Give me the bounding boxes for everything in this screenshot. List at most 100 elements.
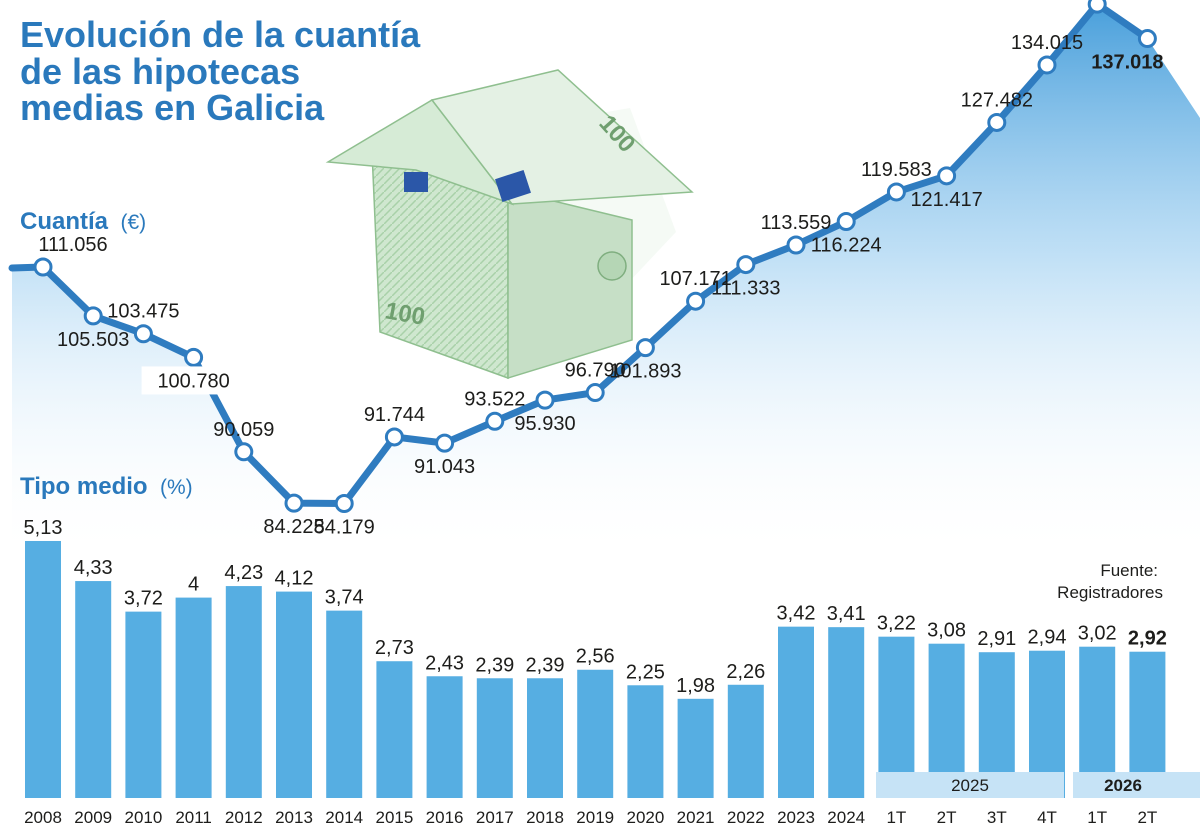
bar (426, 676, 463, 798)
data-point (585, 383, 605, 403)
bar (326, 610, 363, 798)
x-tick-label: 2023 (777, 808, 815, 827)
x-tick-label: 2017 (476, 808, 514, 827)
data-label: 116.224 (811, 235, 882, 257)
data-point (635, 338, 655, 358)
line-chart-unit: (€) (120, 211, 146, 234)
bar (276, 591, 312, 798)
bar (476, 678, 513, 798)
line-chart-title: Cuantía (20, 208, 109, 235)
data-label: 113.559 (761, 212, 832, 234)
data-label: 119.583 (861, 159, 932, 181)
chart-title-line-3: medias en Galicia (20, 87, 325, 128)
bar-value-label: 5,13 (24, 517, 63, 539)
x-tick-label: 4T (1037, 808, 1057, 827)
bar-value-label: 2,39 (526, 654, 565, 676)
x-tick-label: 2016 (426, 808, 464, 827)
data-label: 137.018 (1091, 52, 1163, 74)
data-label: 103.475 (107, 301, 179, 323)
data-point (133, 324, 153, 344)
data-label: 111.056 (38, 234, 107, 256)
bar-value-label: 2,73 (375, 637, 414, 659)
x-tick-label: 2014 (325, 808, 363, 827)
x-tick-label: 3T (987, 808, 1007, 827)
bar (828, 627, 865, 798)
bar-value-label: 3,74 (325, 587, 364, 609)
bar-value-label: 3,41 (827, 603, 866, 625)
data-point (284, 493, 304, 513)
bar-value-label: 3,22 (877, 613, 916, 635)
data-point (33, 257, 53, 277)
data-point (686, 291, 706, 311)
data-label: 121.417 (910, 189, 982, 211)
euro-banknote-house-illustration: 100 100 (325, 69, 694, 380)
x-tick-label: 2024 (827, 808, 865, 827)
source-name: Registradores (1057, 583, 1163, 602)
x-tick-label: 2009 (74, 808, 112, 827)
data-point (937, 166, 957, 186)
x-tick-label: 1T (1087, 808, 1107, 827)
bar-value-label: 1,98 (676, 675, 715, 697)
data-point (234, 442, 254, 462)
year-group-band-2025 (876, 772, 1064, 798)
bar-value-label: 2,39 (475, 654, 514, 676)
bar-value-label: 2,92 (1128, 628, 1167, 650)
bar (125, 611, 162, 798)
data-point (987, 112, 1007, 132)
data-point (836, 212, 856, 232)
chart-title-line-1: Evolución de la cuantía (20, 14, 421, 55)
x-tick-label: 2008 (24, 808, 62, 827)
x-tick-label: 2010 (124, 808, 162, 827)
data-label: 105.503 (57, 329, 129, 351)
line-section-title-group: Cuantía (€) (20, 208, 146, 235)
bar (25, 540, 61, 798)
x-tick-label: 2013 (275, 808, 313, 827)
bar (527, 678, 563, 798)
data-label: 95.930 (514, 413, 575, 435)
data-point (184, 347, 204, 367)
data-label-bg (141, 366, 246, 395)
x-tick-label: 2022 (727, 808, 765, 827)
x-tick-label: 2015 (375, 808, 413, 827)
bar-value-label: 2,25 (626, 661, 665, 683)
data-label: 91.043 (414, 456, 475, 478)
data-point (1137, 29, 1157, 49)
data-point (535, 390, 555, 410)
data-label: 96.790 (565, 360, 626, 382)
bar (75, 581, 112, 798)
bar (577, 669, 614, 798)
bar-value-label: 2,43 (425, 652, 464, 674)
year-group-band-2026 (1073, 772, 1200, 798)
data-point (1037, 55, 1057, 75)
data-point (334, 494, 354, 514)
line-chart: 111.056 105.503 103.475 100.780 90.059 84.225… (8, 0, 1164, 539)
data-label: 111.333 (711, 278, 780, 300)
bar-value-label: 2,56 (576, 646, 615, 668)
bar-value-label: 3,08 (927, 620, 966, 642)
bar (627, 685, 664, 798)
bar-value-label: 4,33 (74, 557, 113, 579)
bar-value-label: 2,26 (726, 661, 765, 683)
data-point (83, 306, 103, 326)
bar-value-label: 3,02 (1078, 623, 1117, 645)
bar-value-label: 4 (188, 574, 199, 596)
line-area (12, 4, 1200, 561)
bar-value-label: 4,12 (275, 568, 314, 590)
bar-chart-title: Tipo medio (20, 473, 148, 500)
bar-section-title-group: Tipo medio (%) (20, 473, 193, 500)
x-tick-label: 2T (1137, 808, 1157, 827)
data-label: 127.482 (961, 89, 1033, 111)
data-point (485, 411, 505, 431)
bar (778, 626, 814, 798)
data-point (384, 427, 404, 447)
bar-value-label: 3,42 (777, 603, 816, 625)
bar-chart: 5,13 2008 4,33 2009 3,72 2010 4 2011 4,23 2012 4,1… (24, 517, 1167, 827)
data-label: 107.171 (659, 268, 731, 290)
bar-value-label: 2,91 (977, 628, 1016, 650)
data-label: 90.059 (213, 419, 274, 441)
data-label: 100.780 (157, 370, 229, 392)
data-point (736, 255, 756, 275)
x-tick-label: 1T (886, 808, 906, 827)
data-label: 91.744 (364, 404, 425, 426)
